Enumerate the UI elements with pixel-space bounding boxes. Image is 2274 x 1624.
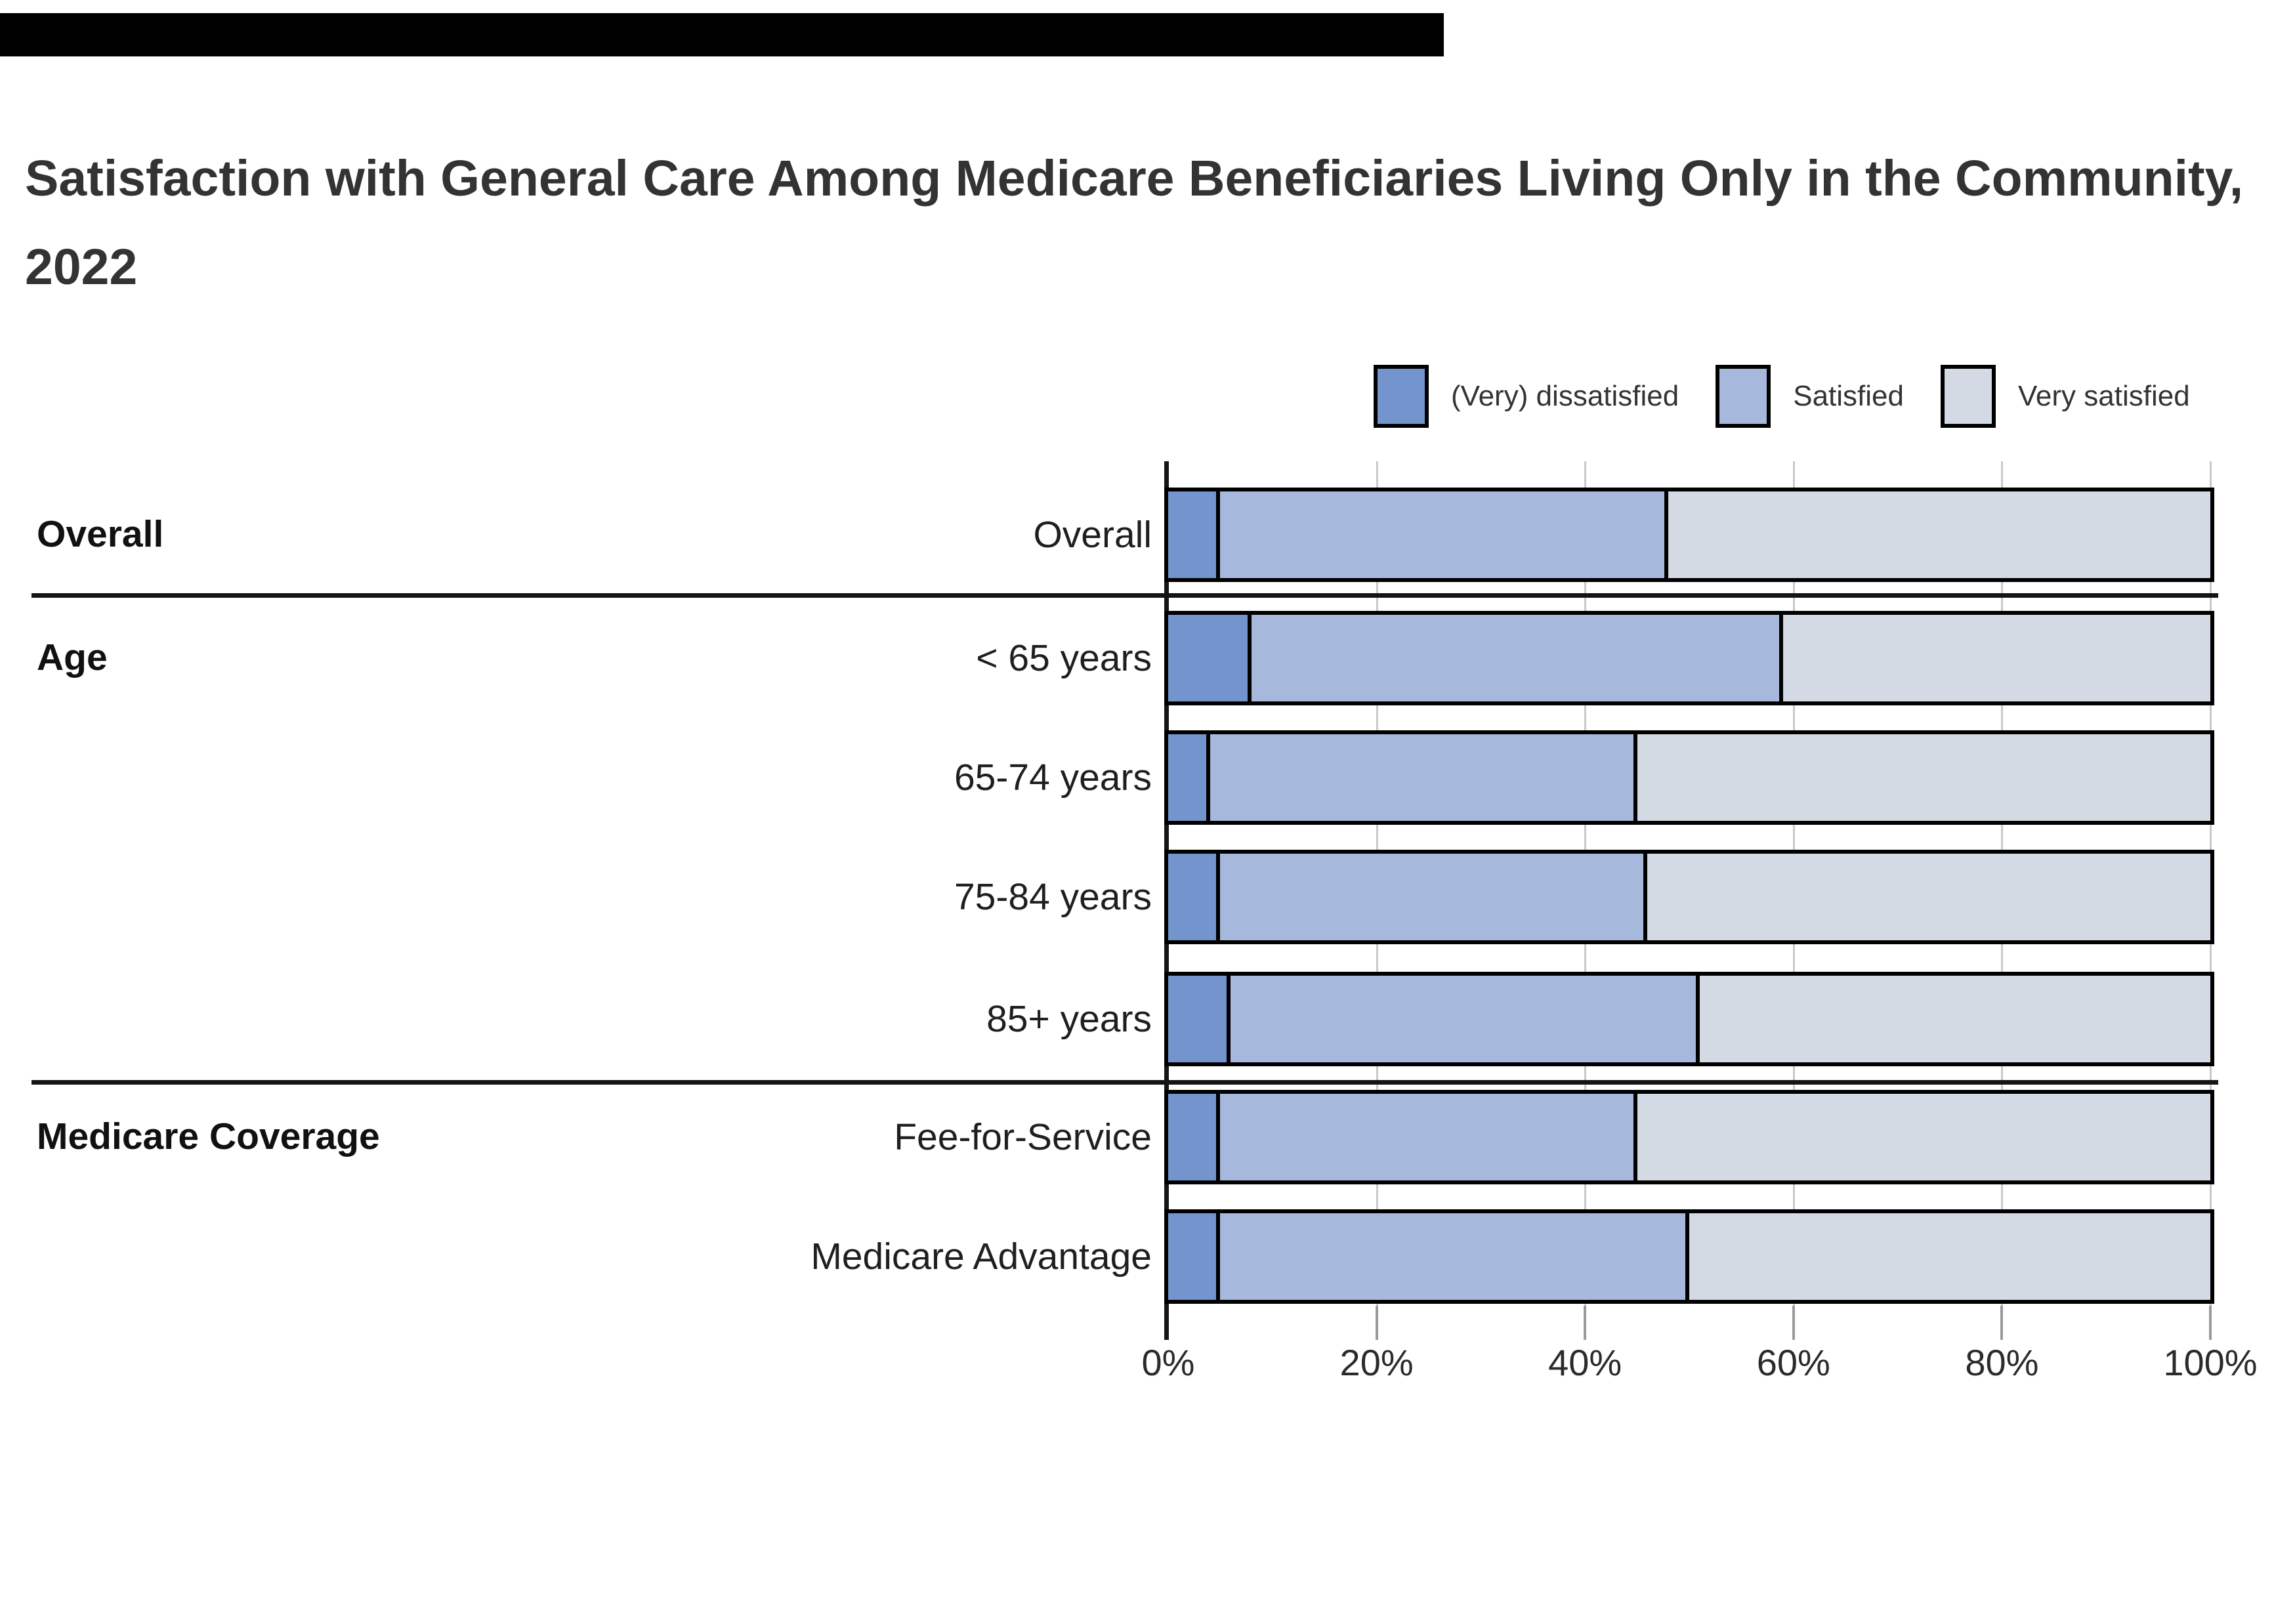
legend-label-satisfied: Satisfied — [1793, 380, 1904, 412]
bar-segment--very-dissatisfied — [1168, 491, 1221, 578]
bar-segment-satisfied — [1220, 854, 1648, 940]
bar-segment-very-satisfied — [1782, 615, 2210, 701]
bar-segment-very-satisfied — [1668, 491, 2210, 578]
bar-fee-for-service — [1164, 1090, 2214, 1184]
top-black-bar — [0, 13, 1444, 56]
bar-segment-very-satisfied — [1637, 734, 2210, 821]
bar-segment-satisfied — [1210, 734, 1637, 821]
bar-segment-satisfied — [1220, 1213, 1689, 1300]
row-label-75-84-years: 75-84 years — [954, 876, 1152, 918]
bar-85-years — [1164, 972, 2214, 1066]
axis-tick-label-60%: 60% — [1756, 1342, 1830, 1383]
bar-segment--very-dissatisfied — [1168, 976, 1231, 1062]
bar--65-years — [1164, 611, 2214, 705]
tick-20% — [1375, 1306, 1378, 1340]
bar-segment-very-satisfied — [1689, 1213, 2210, 1300]
legend-swatch-very-satisfied — [1941, 365, 1996, 428]
bar-segment--very-dissatisfied — [1168, 734, 1210, 821]
legend-swatch-satisfied — [1716, 365, 1771, 428]
axis-tick-label-20%: 20% — [1339, 1342, 1414, 1383]
bar-segment-satisfied — [1252, 615, 1783, 701]
row-label-65-74-years: 65-74 years — [954, 757, 1152, 799]
bar-75-84-years — [1164, 850, 2214, 944]
row-label-fee-for-service: Fee-for-Service — [894, 1116, 1152, 1158]
bar-segment-very-satisfied — [1699, 976, 2210, 1062]
row-label--65-years: < 65 years — [976, 637, 1152, 679]
bar-segment-satisfied — [1220, 1094, 1637, 1180]
chart-title: Satisfaction with General Care Among Med… — [25, 150, 2244, 295]
axis-tick-label-100%: 100% — [2163, 1342, 2258, 1383]
legend-item-very-satisfied: Very satisfied — [1941, 365, 2190, 428]
legend: (Very) dissatisfied Satisfied Very satis… — [1374, 365, 2190, 428]
bar-segment--very-dissatisfied — [1168, 854, 1221, 940]
row-label-overall: Overall — [1033, 514, 1152, 556]
group-label-medicare-coverage: Medicare Coverage — [37, 1115, 380, 1157]
row-label-85-years: 85+ years — [986, 998, 1152, 1040]
bar-segment--very-dissatisfied — [1168, 1094, 1221, 1180]
tick-60% — [1792, 1306, 1795, 1340]
bar-65-74-years — [1164, 730, 2214, 825]
group-separator-2 — [32, 1080, 2218, 1085]
axis-tick-label-40%: 40% — [1548, 1342, 1622, 1383]
bar-segment-very-satisfied — [1637, 1094, 2210, 1180]
bar-segment-satisfied — [1231, 976, 1700, 1062]
bar-segment-satisfied — [1220, 491, 1669, 578]
tick-80% — [2000, 1306, 2004, 1340]
bar-medicare-advantage — [1164, 1209, 2214, 1304]
tick-40% — [1584, 1306, 1587, 1340]
row-label-medicare-advantage: Medicare Advantage — [811, 1236, 1152, 1278]
legend-item-dissatisfied: (Very) dissatisfied — [1374, 365, 1679, 428]
group-label-overall: Overall — [37, 513, 164, 555]
bar-segment--very-dissatisfied — [1168, 1213, 1221, 1300]
axis-tick-label-0%: 0% — [1141, 1342, 1195, 1383]
tick-100% — [2209, 1306, 2212, 1340]
bar-overall — [1164, 488, 2214, 582]
group-separator-1 — [32, 593, 2218, 598]
bar-segment-very-satisfied — [1647, 854, 2210, 940]
group-label-age: Age — [37, 636, 108, 678]
bar-segment--very-dissatisfied — [1168, 615, 1252, 701]
legend-swatch-dissatisfied — [1374, 365, 1429, 428]
legend-item-satisfied: Satisfied — [1716, 365, 1904, 428]
axis-tick-label-80%: 80% — [1965, 1342, 2039, 1383]
legend-label-dissatisfied: (Very) dissatisfied — [1451, 380, 1679, 412]
legend-label-very-satisfied: Very satisfied — [2018, 380, 2190, 412]
